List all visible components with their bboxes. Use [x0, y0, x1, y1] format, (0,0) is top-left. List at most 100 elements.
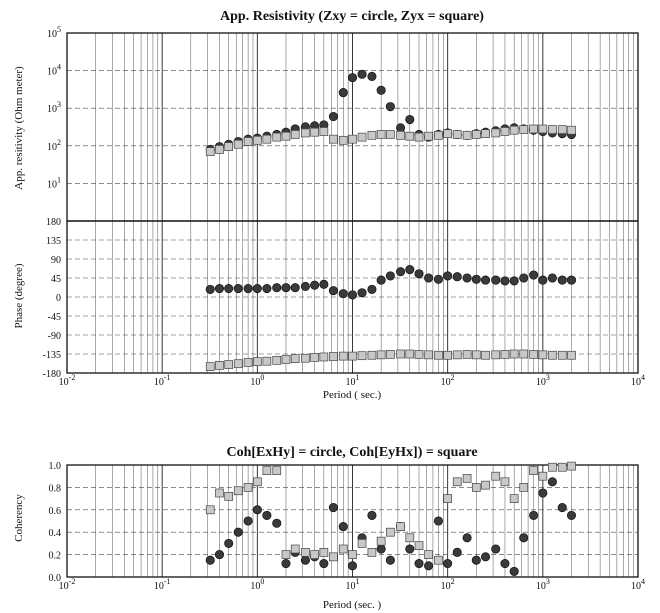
phase-ytick: 180 [46, 217, 61, 228]
resistivity-point-zyx [509, 125, 519, 135]
coherency-point-exhy [452, 547, 462, 557]
coherency-point-eyhx [443, 494, 453, 503]
phase-point-zyx [491, 350, 501, 360]
resistivity-point-zxy [347, 73, 358, 83]
phase-ytick: -135 [43, 350, 61, 361]
coherency-xtick: 102 [441, 577, 455, 592]
phase-xlabel: Period ( sec.) [323, 389, 382, 401]
coherency-point-eyhx [233, 486, 243, 496]
phase-point-zxy [424, 273, 434, 283]
phase-point-zxy [233, 284, 243, 294]
phase-xtick: 104 [631, 373, 645, 388]
phase-ytick: -90 [48, 331, 61, 342]
coherency-point-eyhx [519, 483, 529, 492]
coherency-point-eyhx [471, 483, 481, 492]
coherency-ytick: 0.6 [49, 506, 62, 517]
phase-point-zyx [205, 362, 215, 372]
coherency-point-exhy [214, 550, 225, 560]
resistivity-point-zyx [224, 142, 234, 151]
phase-ytick: 0 [56, 293, 61, 304]
phase-point-zyx [319, 352, 329, 362]
coherency-point-eyhx [301, 548, 310, 557]
resistivity-point-zyx [491, 128, 501, 138]
resistivity-point-zyx [252, 135, 262, 145]
coherency-point-eyhx [414, 541, 424, 550]
resistivity-point-zyx [386, 130, 395, 139]
coherency-point-exhy [405, 544, 415, 554]
phase-point-zyx [509, 349, 519, 359]
phase-point-zxy [462, 273, 472, 283]
phase-xtick: 101 [346, 373, 360, 388]
coherency-xtick: 10-2 [59, 577, 76, 592]
resistivity-point-zyx [215, 145, 224, 154]
resistivity-point-zyx [233, 139, 243, 149]
coherency-point-eyhx [262, 466, 272, 475]
resistivity-point-zyx [443, 129, 453, 139]
coherency-xtick: 104 [631, 577, 645, 592]
coherency-point-eyhx [252, 477, 262, 487]
phase-point-zxy [300, 281, 310, 291]
phase-point-zyx [329, 352, 338, 361]
resistivity-point-zyx [471, 130, 481, 139]
coherency-point-exhy [262, 510, 272, 520]
phase-point-zyx [396, 349, 405, 359]
phase-point-zxy [347, 290, 358, 300]
phase-ytick: -45 [48, 312, 61, 323]
coherency-point-eyhx [500, 477, 510, 487]
phase-point-zxy [529, 270, 539, 280]
resistivity-point-zyx [310, 127, 319, 137]
coherency-point-exhy [424, 561, 434, 571]
phase-point-zxy [500, 276, 510, 286]
phase-point-zxy [262, 284, 272, 294]
phase-point-zyx [481, 350, 490, 360]
phase-point-zyx [357, 351, 367, 361]
coherency-point-exhy [414, 559, 424, 569]
phase-ytick: 135 [46, 236, 61, 247]
phase-point-zyx [471, 350, 481, 360]
coherency-point-exhy [233, 527, 243, 537]
phase-point-zxy [385, 271, 395, 281]
phase-xtick: 100 [250, 373, 264, 388]
coherency-point-exhy [519, 533, 529, 543]
phase-point-zyx [529, 350, 538, 359]
coherency-point-exhy [538, 488, 548, 498]
coherency-point-eyhx [290, 544, 300, 554]
phase-point-zyx [500, 350, 510, 359]
coherency-xtick: 10-1 [154, 577, 171, 592]
resistivity-point-zyx [405, 131, 415, 141]
phase-point-zyx [538, 350, 548, 360]
coherency-point-exhy [462, 533, 472, 543]
coherency-point-exhy [529, 510, 539, 520]
phase-point-zxy [414, 269, 424, 279]
phase-point-zxy [224, 284, 234, 294]
phase-point-zxy [519, 273, 529, 283]
coherency-point-exhy [443, 559, 453, 569]
phase-point-zxy [491, 275, 501, 285]
resistivity-point-zyx [538, 124, 548, 134]
coherency-point-exhy [281, 559, 291, 569]
coherency-point-eyhx [386, 527, 395, 537]
phase-point-zyx [443, 350, 453, 360]
coherency-point-exhy [243, 516, 253, 526]
coherency-point-eyhx [376, 536, 386, 546]
coherency-point-eyhx [319, 548, 329, 557]
phase-point-zxy [480, 275, 491, 285]
coherency-point-exhy [471, 555, 481, 565]
coherency-point-exhy [376, 544, 386, 554]
phase-point-zyx [462, 350, 472, 359]
phase-point-zxy [557, 275, 567, 285]
phase-point-zxy [205, 284, 215, 294]
coherency-point-exhy [433, 516, 443, 526]
coherency-point-exhy [385, 555, 395, 565]
coherency-point-eyhx [462, 474, 472, 483]
resistivity-point-zyx [462, 130, 472, 140]
coherency-point-exhy [566, 510, 577, 520]
phase-point-zxy [376, 275, 386, 285]
resistivity-point-zxy [405, 114, 415, 125]
phase-ytick: 90 [51, 255, 61, 266]
coherency-point-exhy [338, 522, 348, 532]
phase-point-zxy [405, 265, 415, 275]
resistivity-point-zyx [367, 130, 377, 140]
resistivity-point-zyx [452, 130, 462, 139]
